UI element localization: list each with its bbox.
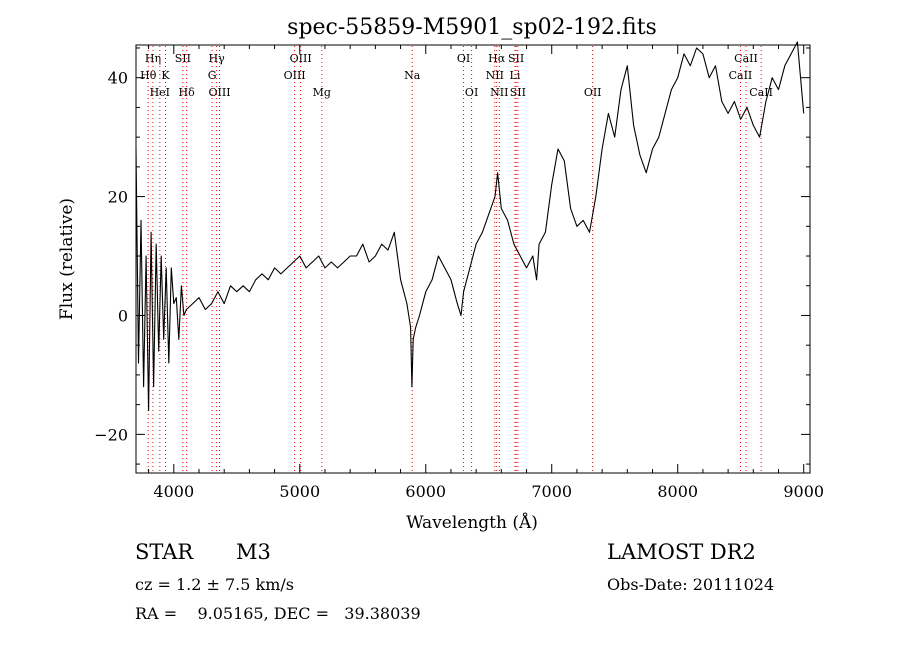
ra-dec: RA = 9.05165, DEC = 39.38039 [135, 604, 421, 623]
x-tick-label: 6000 [405, 482, 446, 501]
line-marker-label: Hα [488, 52, 506, 65]
line-marker-label: OI [457, 52, 470, 65]
line-marker-label: OIII [208, 86, 230, 99]
y-tick-label: 0 [118, 306, 128, 325]
y-tick-label: 20 [108, 188, 128, 207]
line-marker-label: K [161, 69, 170, 82]
line-marker-label: Li [510, 69, 521, 82]
line-marker-label: Mg [313, 86, 331, 99]
line-marker-label: SII [175, 52, 191, 65]
chart-title: spec-55859-M5901_sp02-192.fits [287, 15, 657, 40]
line-marker-label: NII [490, 86, 508, 99]
object-class: STAR [135, 540, 194, 564]
redshift-velocity: cz = 1.2 ± 7.5 km/s [135, 575, 294, 594]
y-tick-label: 40 [108, 69, 128, 88]
survey-name: LAMOST DR2 [607, 540, 756, 564]
line-marker-label: Hη [145, 52, 161, 65]
line-marker-label: HeI [150, 86, 170, 99]
line-marker-label: Hδ [179, 86, 196, 99]
y-axis-label: Flux (relative) [57, 198, 77, 320]
axis-ticks: 4000 5000 6000 7000 8000 9000 −20 0 20 40 [94, 45, 824, 501]
obs-date: Obs-Date: 20111024 [607, 575, 775, 594]
x-tick-label: 4000 [153, 482, 194, 501]
x-tick-label: 5000 [279, 482, 320, 501]
line-marker-label: G [208, 69, 217, 82]
spectrum-line-0 [135, 41, 805, 412]
x-tick-label: 7000 [531, 482, 572, 501]
object-subclass: M3 [236, 540, 271, 564]
y-tick-label: −20 [94, 425, 128, 444]
line-marker-label: Na [404, 69, 421, 82]
line-marker-label: SII [508, 52, 524, 65]
line-marker-label: Hγ [209, 52, 226, 65]
line-marker-label: CaII [734, 52, 758, 65]
x-axis-label: Wavelength (Å) [406, 512, 538, 533]
line-marker-label: NII [486, 69, 504, 82]
x-tick-label: 9000 [783, 482, 824, 501]
plot-frame [135, 44, 811, 474]
line-marker-label: OI [465, 86, 478, 99]
line-marker-label: OII [584, 86, 602, 99]
x-tick-label: 8000 [657, 482, 698, 501]
line-marker-label: CaII [729, 69, 753, 82]
line-marker-label: SII [510, 86, 526, 99]
line-marker-label: Hθ [140, 69, 157, 82]
line-marker-label: OIII [284, 69, 306, 82]
line-marker-label: OIII [290, 52, 312, 65]
series-layer [135, 41, 805, 412]
